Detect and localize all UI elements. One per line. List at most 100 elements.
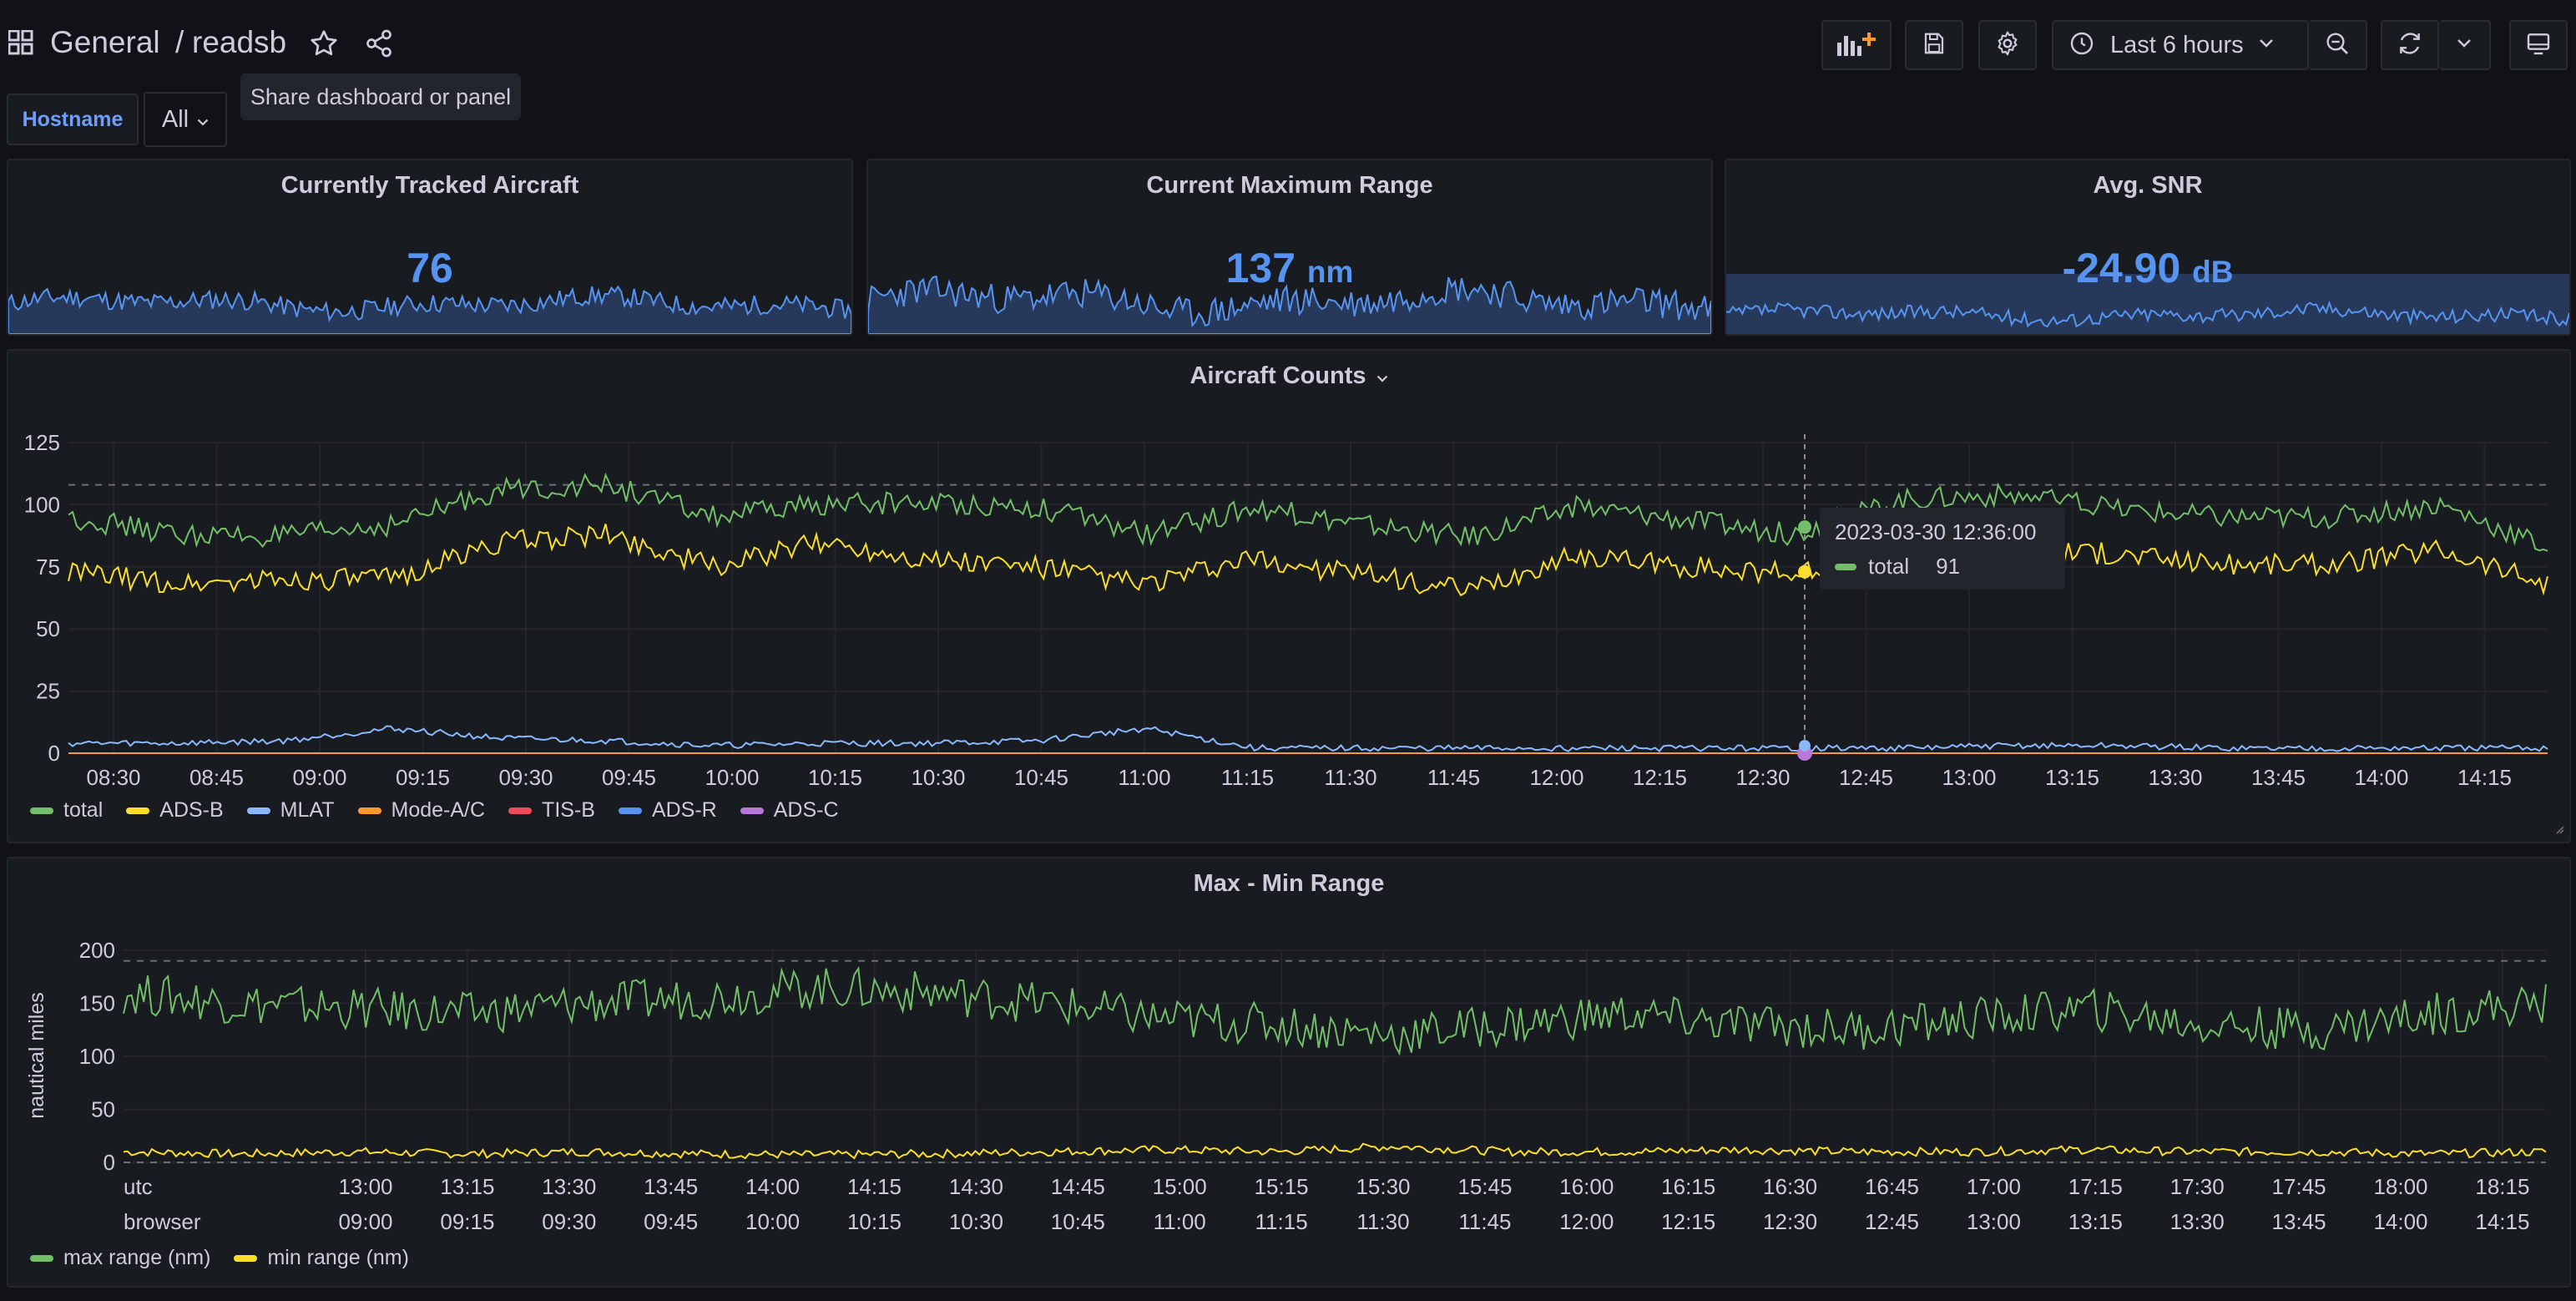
grid bbox=[124, 949, 2546, 1163]
x-tick-label: 13:45 bbox=[2272, 1209, 2326, 1234]
tooltip-value: 91 bbox=[1936, 554, 1961, 579]
x-tick-label: 14:15 bbox=[2475, 1209, 2529, 1234]
zoom-out-button[interactable] bbox=[2309, 20, 2367, 70]
legend-item[interactable]: min range (nm) bbox=[234, 1246, 409, 1270]
hover-point-ads-b bbox=[1798, 564, 1811, 579]
apps-grid-icon[interactable] bbox=[8, 29, 33, 59]
dashboard-title[interactable]: readsb bbox=[192, 25, 287, 59]
aircraft-counts-panel[interactable]: Aircraft Counts 0 25 50 75 100 125 08:30 08:45 0… bbox=[7, 349, 2571, 843]
x-tick-label: 14:00 bbox=[745, 1174, 800, 1199]
stat-background-fill bbox=[1726, 274, 2569, 334]
legend-label: ADS-R bbox=[651, 798, 717, 822]
x-tick-label: 10:15 bbox=[847, 1209, 902, 1234]
panel-title[interactable]: Max - Min Range bbox=[1193, 870, 1385, 897]
x-tick-label: 10:00 bbox=[705, 765, 759, 790]
legend-swatch bbox=[357, 807, 381, 814]
breadcrumb-folder[interactable]: General bbox=[50, 25, 160, 59]
stat-sparkline bbox=[1726, 300, 2569, 328]
legend-item[interactable]: MLAT bbox=[246, 798, 335, 823]
y-tick-label: 150 bbox=[79, 991, 115, 1016]
stat-panel-tracked-aircraft[interactable]: Currently Tracked Aircraft 76 bbox=[7, 159, 853, 336]
x-tick-label: 13:45 bbox=[644, 1174, 698, 1199]
x-tick-label: 13:30 bbox=[542, 1174, 596, 1199]
series-line-max-range-nm- bbox=[123, 966, 2547, 1056]
dashboard-settings-button[interactable] bbox=[1978, 20, 2037, 70]
zoom-out-icon bbox=[2324, 30, 2351, 61]
x-tick-label: 13:00 bbox=[338, 1174, 392, 1199]
y-tick-label: 100 bbox=[24, 492, 60, 517]
x-tick-label: 17:30 bbox=[2170, 1174, 2225, 1199]
x-tick-label: 14:00 bbox=[2373, 1209, 2427, 1234]
add-panel-button[interactable] bbox=[1821, 20, 1892, 70]
x-tick-label: 14:15 bbox=[847, 1174, 902, 1199]
legend-item[interactable]: ADS-C bbox=[740, 798, 839, 823]
legend-item[interactable]: Mode-A/C bbox=[357, 798, 486, 823]
hover-point-mlat bbox=[1799, 740, 1811, 752]
x-tick-label: 13:15 bbox=[440, 1174, 494, 1199]
x-tick-label: 10:30 bbox=[949, 1209, 1003, 1234]
legend-swatch bbox=[508, 807, 533, 814]
x-tick-label: 12:45 bbox=[1839, 765, 1893, 790]
hover-point-total bbox=[1798, 520, 1811, 534]
legend-label: max range (nm) bbox=[63, 1246, 211, 1269]
x-tick-label: 17:00 bbox=[1967, 1174, 2021, 1199]
x-tick-label: 14:15 bbox=[2457, 765, 2512, 790]
legend-swatch bbox=[30, 807, 53, 814]
x-tick-label: 13:30 bbox=[2148, 765, 2202, 790]
range-panel[interactable]: Max - Min Range 0 50 100 150 200 13:00 09:00 13… bbox=[7, 857, 2571, 1288]
x-tick-label: 14:30 bbox=[949, 1174, 1003, 1199]
chevron-down-icon bbox=[197, 106, 209, 134]
legend-label: Mode-A/C bbox=[391, 798, 486, 822]
clock-icon bbox=[2068, 30, 2095, 61]
legend-item[interactable]: max range (nm) bbox=[30, 1246, 210, 1270]
legend-swatch bbox=[740, 807, 764, 814]
x-tick-label: 09:00 bbox=[292, 765, 346, 790]
legend-item[interactable]: total bbox=[30, 798, 103, 823]
legend-label: MLAT bbox=[280, 798, 335, 822]
tooltip-row: total 91 bbox=[1835, 554, 2050, 580]
x-tick-label: 09:30 bbox=[542, 1209, 596, 1234]
save-icon bbox=[1922, 31, 1947, 60]
x-tick-label: 11:30 bbox=[1356, 1209, 1409, 1234]
stat-value: 76 bbox=[407, 245, 453, 291]
tv-mode-button[interactable] bbox=[2509, 20, 2568, 70]
legend-item[interactable]: TIS-B bbox=[508, 798, 595, 823]
tooltip-series: total bbox=[1868, 554, 1910, 579]
time-range-label: Last 6 hours bbox=[2110, 31, 2244, 58]
chart-tooltip: 2023-03-30 12:36:00 total 91 bbox=[1820, 508, 2065, 590]
refresh-interval-dropdown[interactable] bbox=[2439, 20, 2491, 70]
share-icon[interactable] bbox=[364, 28, 394, 63]
stat-value: 137 nm bbox=[1225, 245, 1354, 291]
resize-handle-icon[interactable] bbox=[2554, 823, 2564, 838]
legend-swatch bbox=[246, 807, 270, 814]
legend-item[interactable]: ADS-B bbox=[126, 798, 224, 823]
legend-item[interactable]: ADS-R bbox=[618, 798, 717, 823]
x-tick-label: 09:15 bbox=[440, 1209, 494, 1234]
range-legend: max range (nm) min range (nm) bbox=[30, 1246, 409, 1270]
x-tick-label: 09:00 bbox=[338, 1209, 392, 1234]
panel-title[interactable]: Aircraft Counts bbox=[8, 362, 2569, 390]
stat-sparkline bbox=[8, 285, 851, 334]
aircraft-counts-chart[interactable]: 0 25 50 75 100 125 08:30 08:45 09:00 09:15 09:30 09… bbox=[8, 351, 2569, 842]
hostname-variable-select[interactable]: All bbox=[144, 92, 227, 147]
star-icon[interactable] bbox=[309, 28, 339, 63]
y-tick-label: 0 bbox=[104, 1150, 115, 1175]
x-tick-label: 09:15 bbox=[396, 765, 450, 790]
range-chart[interactable]: 0 50 100 150 200 13:00 09:00 13:15 09:15 13:30 09:… bbox=[8, 858, 2569, 1286]
x-tick-label: 10:45 bbox=[1051, 1209, 1105, 1234]
x-tick-label: 13:15 bbox=[2068, 1209, 2123, 1234]
refresh-button[interactable] bbox=[2381, 20, 2439, 70]
x-tick-label: 15:30 bbox=[1356, 1174, 1410, 1199]
legend-label: TIS-B bbox=[542, 798, 595, 822]
x-tick-label: 10:15 bbox=[808, 765, 862, 790]
tooltip-swatch bbox=[1835, 563, 1856, 570]
x-tick-label: 12:15 bbox=[1633, 765, 1687, 790]
stat-panel-avg-snr[interactable]: Avg. SNR -24.90 dB bbox=[1725, 159, 2571, 336]
y-tick-label: 125 bbox=[24, 430, 60, 455]
stat-panel-max-range[interactable]: Current Maximum Range 137 nm bbox=[866, 159, 1713, 336]
time-range-picker[interactable]: Last 6 hours bbox=[2052, 20, 2309, 70]
y-tick-label: 75 bbox=[36, 554, 60, 580]
save-dashboard-button[interactable] bbox=[1905, 20, 1963, 70]
x-tick-label: 14:45 bbox=[1051, 1174, 1105, 1199]
x-tick-label: 12:45 bbox=[1865, 1209, 1919, 1234]
